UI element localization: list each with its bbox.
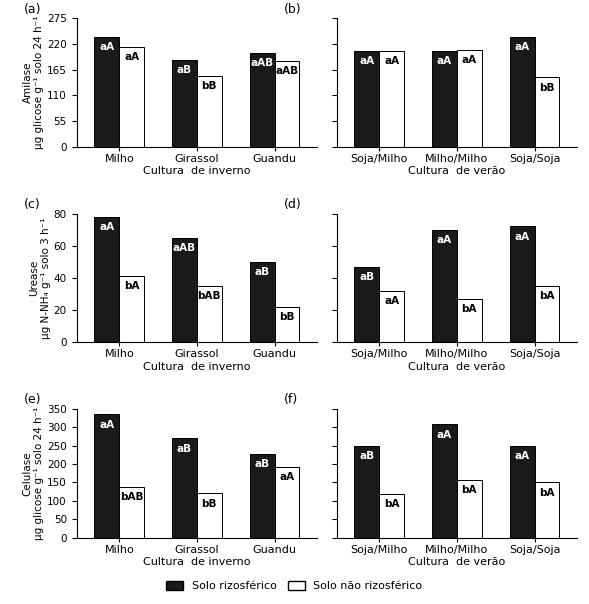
Bar: [432, 230, 457, 342]
Text: aA: aA: [100, 420, 114, 429]
Text: (d): (d): [283, 198, 302, 211]
Legend: Solo rizosférico, Solo não rizosférico: Solo rizosférico, Solo não rizosférico: [162, 576, 427, 596]
X-axis label: Cultura  de verão: Cultura de verão: [408, 362, 505, 372]
Bar: [250, 454, 274, 538]
Text: bA: bA: [384, 500, 399, 509]
Bar: [197, 76, 222, 147]
Y-axis label: Urease
µg N-NH₄ g⁻¹ solo 3 h⁻¹: Urease µg N-NH₄ g⁻¹ solo 3 h⁻¹: [29, 217, 51, 338]
Text: aA: aA: [279, 472, 294, 482]
Text: bB: bB: [201, 81, 217, 91]
Bar: [94, 217, 120, 342]
Bar: [120, 487, 144, 538]
Bar: [172, 439, 197, 538]
Bar: [274, 307, 299, 342]
X-axis label: Cultura  de inverno: Cultura de inverno: [143, 362, 251, 372]
Text: aB: aB: [254, 267, 270, 277]
Text: (e): (e): [24, 393, 41, 406]
Text: aA: aA: [384, 56, 399, 66]
Bar: [120, 276, 144, 342]
Bar: [355, 266, 379, 342]
Text: bAB: bAB: [120, 492, 144, 502]
Text: aA: aA: [462, 55, 477, 65]
Text: aA: aA: [515, 451, 530, 461]
Text: aAB: aAB: [173, 243, 196, 253]
Bar: [432, 51, 457, 147]
Bar: [355, 51, 379, 147]
Text: bB: bB: [279, 312, 294, 322]
Text: (b): (b): [283, 2, 301, 16]
X-axis label: Cultura  de inverno: Cultura de inverno: [143, 167, 251, 176]
Text: aA: aA: [100, 222, 114, 232]
Bar: [534, 483, 560, 538]
Text: (f): (f): [283, 393, 298, 406]
Bar: [172, 237, 197, 342]
Text: aA: aA: [100, 42, 114, 52]
Text: aA: aA: [124, 53, 139, 62]
Bar: [509, 37, 534, 147]
Text: (c): (c): [24, 198, 41, 211]
X-axis label: Cultura  de verão: Cultura de verão: [408, 167, 505, 176]
Text: aA: aA: [359, 56, 375, 66]
Bar: [355, 446, 379, 538]
Bar: [274, 467, 299, 538]
Text: bA: bA: [462, 304, 477, 314]
Bar: [379, 51, 404, 147]
Text: bA: bA: [539, 487, 555, 498]
Text: aA: aA: [437, 56, 452, 66]
Text: aB: aB: [359, 272, 375, 281]
Text: aB: aB: [359, 451, 375, 461]
Y-axis label: Amilase
µg glicose g⁻¹ solo 24 h⁻¹: Amilase µg glicose g⁻¹ solo 24 h⁻¹: [22, 16, 44, 149]
Text: bB: bB: [539, 83, 555, 92]
Text: aB: aB: [254, 459, 270, 469]
Text: bB: bB: [201, 499, 217, 509]
Text: aA: aA: [515, 231, 530, 242]
Text: bA: bA: [462, 484, 477, 495]
Bar: [94, 37, 120, 147]
Y-axis label: Celulase
µg glicose g⁻¹ solo 24 h⁻¹: Celulase µg glicose g⁻¹ solo 24 h⁻¹: [23, 406, 44, 540]
Bar: [197, 493, 222, 538]
Bar: [457, 50, 482, 147]
Text: aA: aA: [437, 429, 452, 440]
X-axis label: Cultura  de inverno: Cultura de inverno: [143, 557, 251, 567]
Bar: [250, 262, 274, 342]
Bar: [379, 494, 404, 538]
Bar: [197, 286, 222, 342]
Bar: [509, 226, 534, 342]
Bar: [120, 47, 144, 147]
Bar: [172, 60, 197, 147]
Bar: [432, 425, 457, 538]
Text: aB: aB: [177, 443, 192, 454]
Bar: [534, 77, 560, 147]
Text: aAB: aAB: [250, 59, 274, 68]
Text: bAB: bAB: [197, 291, 221, 301]
Text: bA: bA: [124, 281, 140, 291]
Text: aA: aA: [384, 296, 399, 306]
Text: aB: aB: [177, 65, 192, 76]
Bar: [250, 53, 274, 147]
Bar: [379, 291, 404, 342]
Text: aAB: aAB: [276, 66, 299, 76]
Bar: [457, 299, 482, 342]
Text: aA: aA: [437, 235, 452, 245]
Bar: [509, 446, 534, 538]
Text: (a): (a): [24, 2, 41, 16]
X-axis label: Cultura  de verão: Cultura de verão: [408, 557, 505, 567]
Bar: [457, 480, 482, 538]
Bar: [94, 414, 120, 538]
Bar: [534, 286, 560, 342]
Text: bA: bA: [539, 291, 555, 301]
Text: aA: aA: [515, 42, 530, 52]
Bar: [274, 61, 299, 147]
